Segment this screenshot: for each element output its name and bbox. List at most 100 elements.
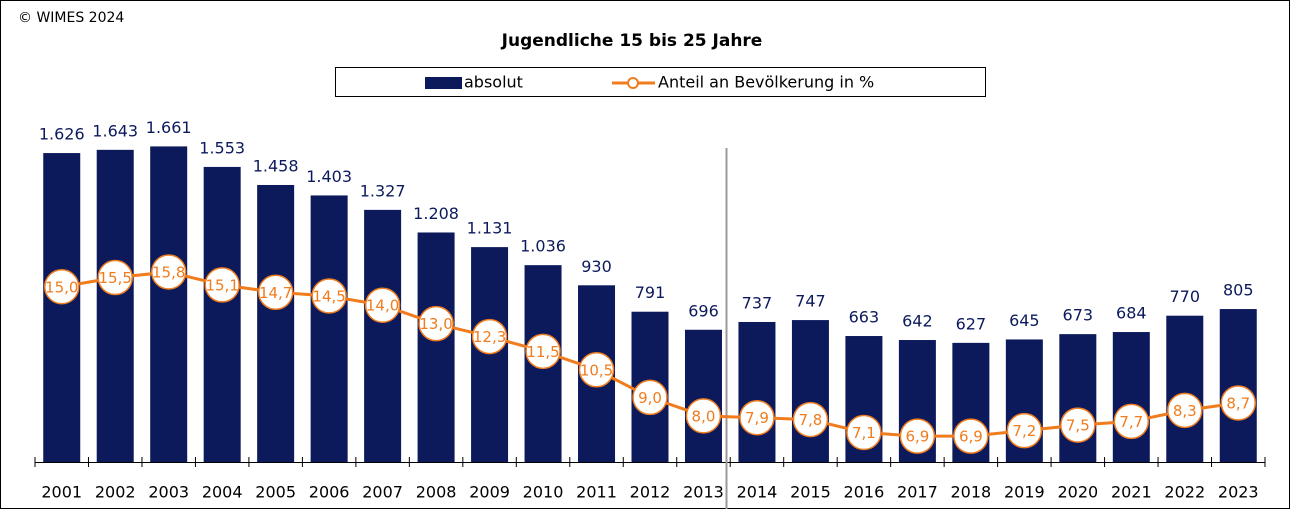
bar — [150, 146, 188, 462]
line-value-label: 7,7 — [1119, 413, 1143, 431]
line-marker — [150, 254, 187, 290]
bar — [310, 195, 348, 462]
line-marker — [257, 274, 294, 311]
bar-value-label: 1.403 — [306, 167, 352, 186]
line-value-label: 15,1 — [205, 276, 238, 294]
x-tick-label: 2022 — [1164, 483, 1205, 502]
line-marker — [525, 333, 561, 370]
x-tick-label: 2010 — [523, 483, 564, 502]
x-tick-label: 2012 — [630, 483, 671, 502]
x-tick-label: 2013 — [683, 483, 724, 502]
bar-value-label: 663 — [849, 308, 880, 327]
bar-value-label: 1.131 — [467, 219, 513, 238]
line-marker — [953, 418, 989, 454]
line-marker — [846, 414, 882, 451]
bar-value-label: 737 — [742, 293, 773, 312]
line-marker — [311, 278, 347, 314]
line-value-label: 8,3 — [1173, 402, 1197, 420]
line-value-label: 8,0 — [692, 407, 716, 425]
line-value-label: 7,9 — [745, 409, 769, 427]
line-marker — [364, 287, 401, 323]
bar — [791, 320, 829, 462]
line-marker — [792, 401, 829, 438]
bar-value-label: 673 — [1063, 306, 1094, 325]
line-marker — [1113, 403, 1150, 440]
bar-value-label: 770 — [1170, 287, 1201, 306]
bar-value-label: 791 — [635, 283, 666, 302]
line-value-label: 15,0 — [45, 278, 78, 296]
bar — [417, 232, 455, 462]
line-marker — [739, 399, 775, 436]
bar — [43, 153, 81, 462]
x-tick-label: 2002 — [95, 483, 136, 502]
bar-value-label: 1.643 — [92, 121, 138, 140]
legend-swatch — [425, 77, 462, 89]
x-tick-label: 2009 — [469, 483, 510, 502]
bar-value-label: 747 — [795, 292, 826, 311]
line-value-label: 10,5 — [580, 361, 613, 379]
line-value-label: 6,9 — [905, 428, 929, 446]
line-marker — [899, 418, 936, 454]
copyright: © WIMES 2024 — [18, 10, 124, 26]
bar-value-label: 1.661 — [146, 118, 192, 137]
bar-value-label: 1.036 — [520, 237, 566, 256]
x-tick-label: 2021 — [1111, 483, 1152, 502]
bar — [1166, 315, 1204, 462]
line-value-label: 8,7 — [1226, 394, 1250, 412]
x-tick-label: 2019 — [1004, 483, 1045, 502]
line-marker — [1006, 412, 1043, 449]
line-value-label: 15,8 — [152, 264, 185, 282]
line-value-label: 7,8 — [799, 411, 823, 429]
bar — [738, 321, 776, 462]
line-value-label: 13,0 — [419, 315, 452, 333]
chart-title: Jugendliche 15 bis 25 Jahre — [501, 31, 763, 51]
line-marker — [204, 267, 240, 303]
line-value-label: 12,3 — [473, 328, 506, 346]
line-value-label: 11,5 — [526, 343, 559, 361]
bar-value-label: 1.458 — [253, 156, 299, 175]
bar-value-label: 1.553 — [199, 138, 245, 157]
line-value-label: 6,9 — [959, 428, 983, 446]
line-value-label: 7,2 — [1012, 422, 1036, 440]
x-tick-label: 2003 — [148, 483, 189, 502]
line-marker — [1220, 385, 1257, 421]
x-tick-label: 2011 — [576, 483, 617, 502]
bar-value-label: 696 — [688, 301, 719, 320]
line-marker — [471, 318, 508, 355]
bar-value-label: 805 — [1223, 281, 1254, 300]
line-marker — [43, 269, 80, 305]
line-value-label: 7,1 — [852, 424, 876, 442]
x-tick-label: 2016 — [844, 483, 885, 502]
line-value-label: 15,5 — [99, 269, 132, 287]
bar-value-label: 627 — [956, 314, 987, 333]
bar — [203, 166, 241, 462]
bar — [364, 209, 402, 462]
x-tick-label: 2006 — [309, 483, 350, 502]
bar-value-label: 642 — [902, 312, 933, 331]
line-marker — [1060, 407, 1096, 443]
x-tick-label: 2007 — [362, 483, 403, 502]
legend-marker — [627, 77, 639, 89]
line-marker — [685, 398, 722, 434]
bar-value-label: 1.208 — [413, 204, 459, 223]
line-value-label: 14,5 — [312, 287, 345, 305]
line-marker — [97, 259, 133, 296]
legend-label: absolut — [464, 73, 523, 92]
line-value-label: 9,0 — [638, 389, 662, 407]
line-value-label: 14,7 — [259, 284, 292, 302]
bar-value-label: 645 — [1009, 311, 1040, 330]
x-tick-label: 2014 — [737, 483, 778, 502]
x-tick-label: 2020 — [1057, 483, 1098, 502]
legend-label: Anteil an Bevölkerung in % — [658, 73, 874, 92]
x-tick-label: 2004 — [202, 483, 243, 502]
line-marker — [578, 352, 615, 388]
line-value-label: 7,5 — [1066, 417, 1090, 435]
line-marker — [1167, 392, 1203, 429]
bar — [684, 329, 722, 462]
bar-value-label: 930 — [581, 257, 612, 276]
bar-value-label: 684 — [1116, 304, 1147, 323]
bar — [1112, 332, 1150, 462]
x-tick-label: 2005 — [255, 483, 296, 502]
line-value-label: 14,0 — [366, 297, 399, 315]
